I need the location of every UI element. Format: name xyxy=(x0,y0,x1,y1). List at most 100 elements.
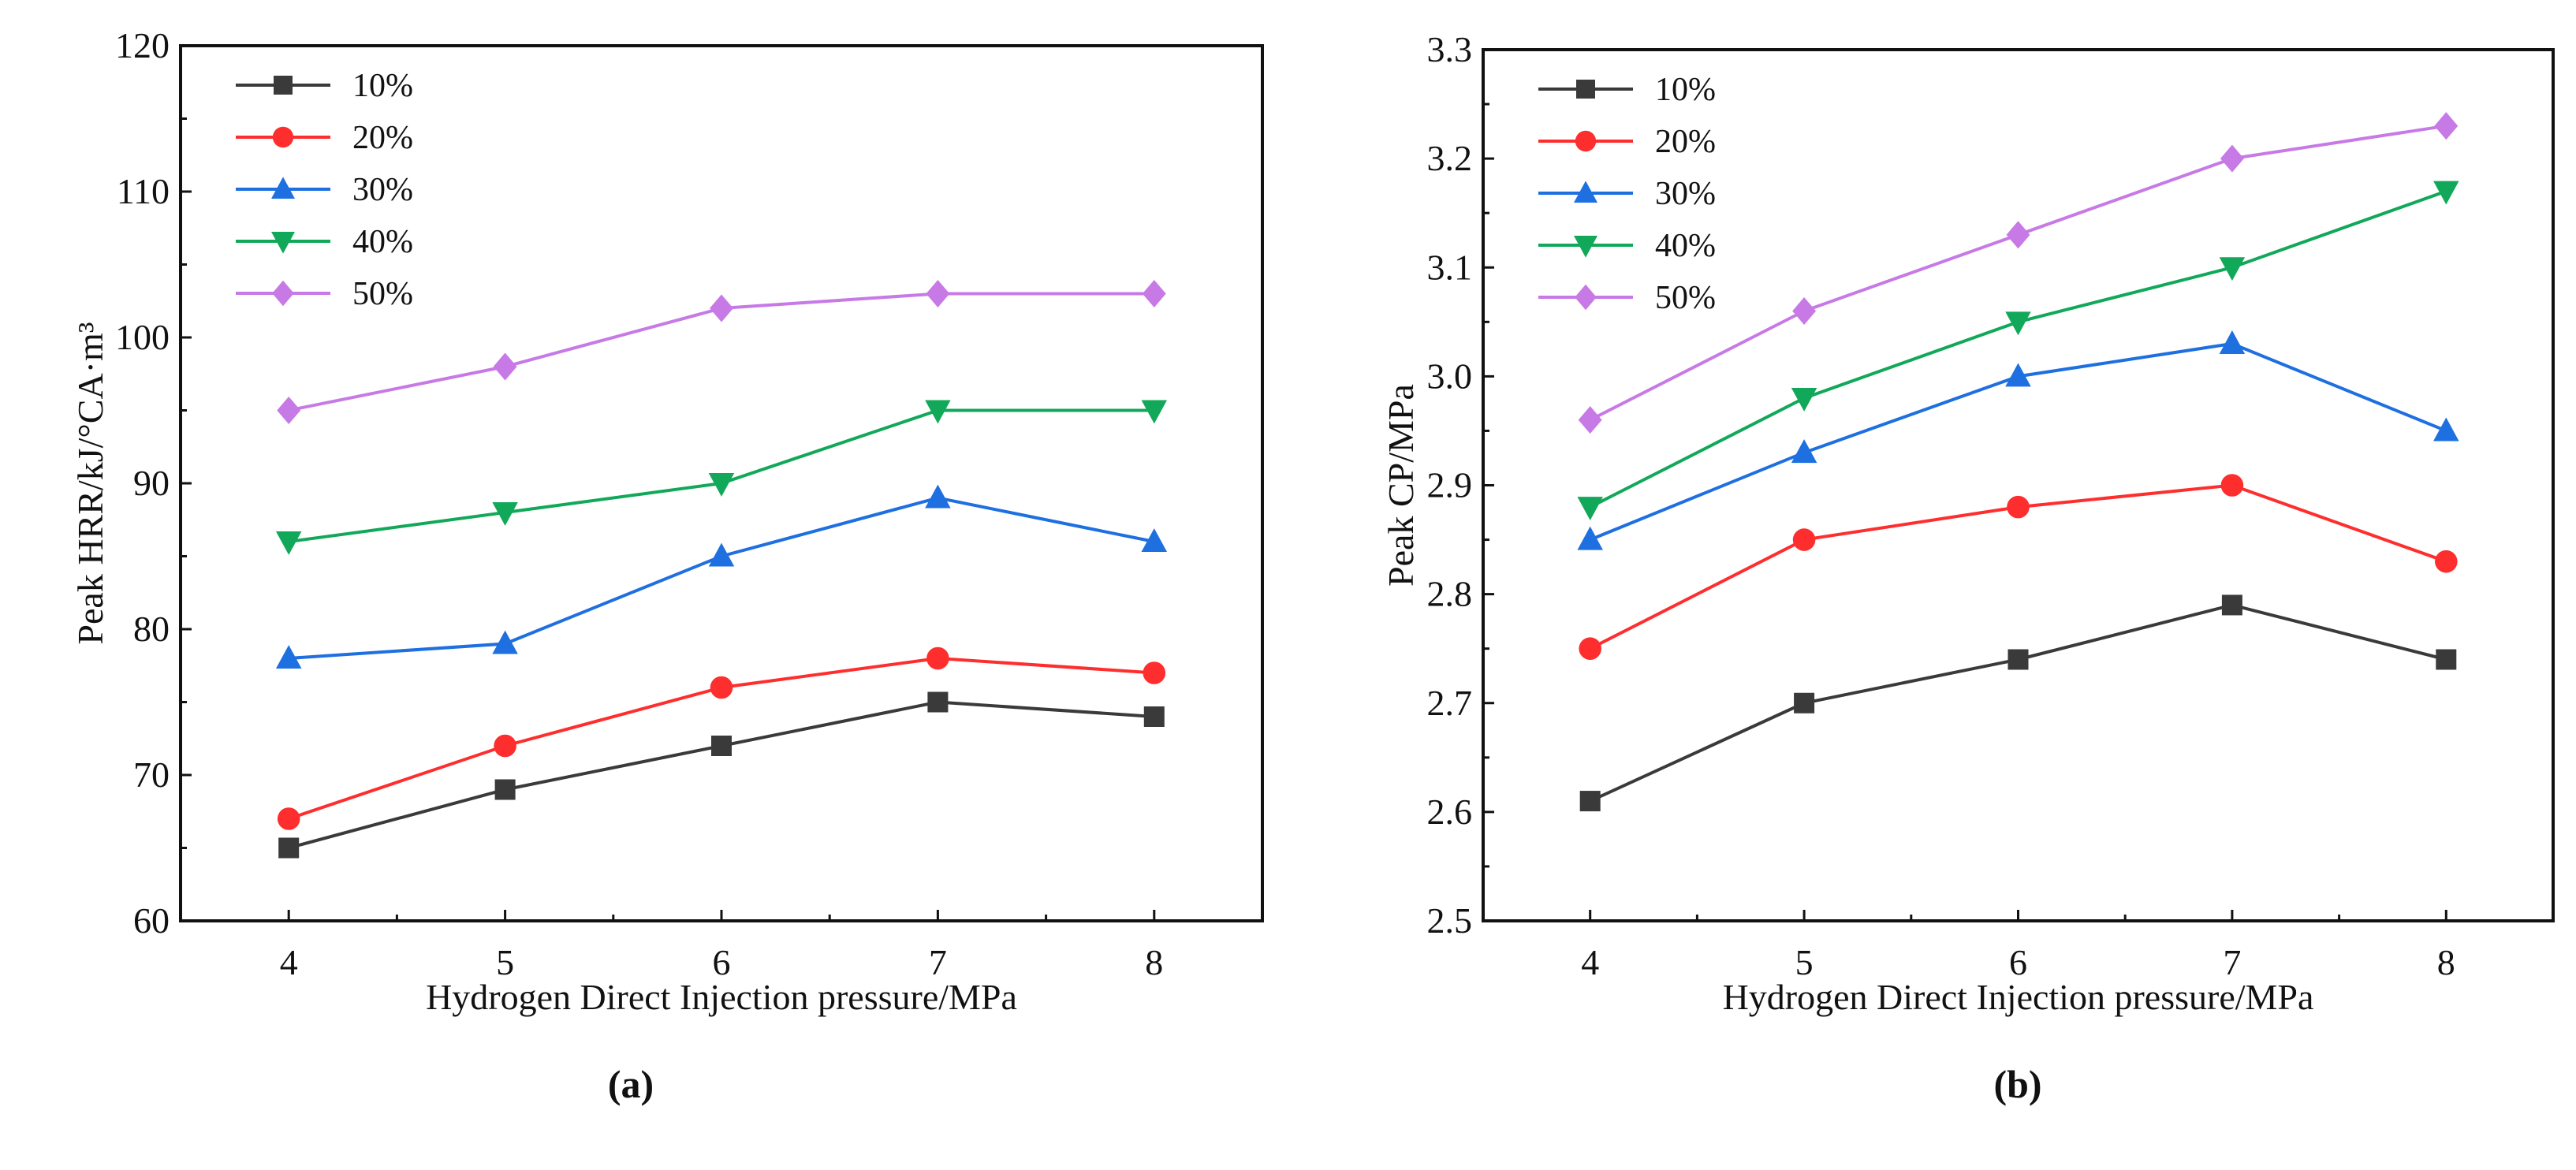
legend-item: 30% xyxy=(1538,176,1716,212)
y-tick-label: 2.8 xyxy=(1427,574,1473,614)
data-point xyxy=(2005,311,2031,336)
data-point xyxy=(925,400,951,424)
legend-marker xyxy=(1574,181,1597,203)
data-point xyxy=(2220,474,2244,497)
y-tick-label: 2.6 xyxy=(1427,792,1473,832)
series-30% xyxy=(1577,330,2459,550)
legend-item: 20% xyxy=(1538,124,1716,160)
series-20% xyxy=(1579,474,2458,660)
y-tick-label: 3.1 xyxy=(1427,247,1473,287)
y-tick-label: 3.2 xyxy=(1427,138,1473,178)
data-point xyxy=(926,279,950,308)
legend-item: 40% xyxy=(1538,228,1716,264)
y-tick-label: 2.7 xyxy=(1427,683,1473,723)
data-point xyxy=(1791,439,1817,464)
data-point xyxy=(494,779,516,800)
series-line xyxy=(289,496,1155,660)
data-point xyxy=(711,736,732,756)
data-point xyxy=(1579,637,1601,660)
data-point xyxy=(2005,363,2031,387)
data-point xyxy=(2436,649,2457,670)
data-point xyxy=(1143,706,1165,727)
data-point xyxy=(2433,417,2459,442)
data-point xyxy=(2221,594,2242,616)
series-10% xyxy=(278,691,1165,859)
y-tick-label: 3.0 xyxy=(1427,356,1473,396)
legend-marker xyxy=(271,232,295,254)
data-point xyxy=(275,531,302,555)
data-point xyxy=(1577,497,1603,521)
y-tick-label: 110 xyxy=(117,171,170,211)
legend-label: 10% xyxy=(1655,72,1716,108)
legend-label: 20% xyxy=(352,120,413,156)
data-point xyxy=(277,396,301,425)
x-tick-label: 7 xyxy=(2223,942,2241,982)
legend-marker xyxy=(272,126,294,148)
x-tick-label: 8 xyxy=(2437,942,2455,982)
legend-label: 20% xyxy=(1655,124,1716,160)
data-point xyxy=(926,646,949,670)
legend-label: 30% xyxy=(352,172,413,208)
data-point xyxy=(278,837,300,859)
data-point xyxy=(2434,112,2459,140)
legend-marker xyxy=(272,280,294,307)
plot-frame xyxy=(1482,48,2555,922)
y-tick-label: 2.9 xyxy=(1427,465,1473,505)
series-40% xyxy=(275,400,1168,555)
series-50% xyxy=(1578,112,2459,434)
x-tick-label: 6 xyxy=(2009,942,2027,982)
legend-label: 40% xyxy=(352,224,413,260)
chart-a: 60 70 80 90 100 110 120 4 5 6 7 8 Hydrogen Direct In… xyxy=(70,25,1264,1106)
data-point xyxy=(1577,526,1603,550)
data-point xyxy=(1792,296,1817,326)
y-tick-label: 100 xyxy=(115,317,170,357)
data-point xyxy=(1143,661,1166,684)
x-tick-label: 7 xyxy=(929,942,947,982)
series-40% xyxy=(1577,181,2459,521)
x-tick-label: 4 xyxy=(280,942,298,982)
y-axis-title: Peak HRR/kJ/°CA·m³ xyxy=(70,322,110,644)
y-tick-label: 60 xyxy=(133,900,170,941)
y-tick-label: 3.3 xyxy=(1427,29,1473,69)
legend-label: 10% xyxy=(352,68,413,104)
data-point xyxy=(2007,649,2029,670)
legend-marker xyxy=(1575,284,1597,311)
x-axis-title: Hydrogen Direct Injection pressure/MPa xyxy=(1723,977,2314,1017)
data-point xyxy=(1142,279,1166,308)
data-point xyxy=(2435,550,2458,573)
chart-b: 2.5 2.6 2.7 2.8 2.9 3.0 3.1 3.2 3.3 4 5 6 7 8 Hydrogen… xyxy=(1381,29,2555,1106)
legend-item: 10% xyxy=(236,68,413,104)
data-point xyxy=(1579,791,1601,812)
data-point xyxy=(1792,528,1816,551)
legend-label: 30% xyxy=(1655,176,1716,212)
data-point xyxy=(492,502,518,526)
data-point xyxy=(275,645,302,669)
y-tick-label: 70 xyxy=(133,755,170,795)
data-point xyxy=(925,484,951,509)
y-tick-label: 90 xyxy=(133,463,170,503)
data-point xyxy=(2220,144,2244,173)
x-tick-label: 6 xyxy=(713,942,731,982)
data-point xyxy=(927,691,949,713)
legend-item: 10% xyxy=(1538,72,1716,108)
y-tick-label: 80 xyxy=(133,609,170,649)
data-point xyxy=(277,807,300,830)
x-axis-title: Hydrogen Direct Injection pressure/MPa xyxy=(426,977,1017,1017)
legend-item: 30% xyxy=(236,172,413,208)
data-point xyxy=(493,352,517,381)
series-30% xyxy=(275,484,1168,669)
legend-item: 50% xyxy=(236,276,413,312)
data-point xyxy=(708,473,735,497)
y-tick-label: 120 xyxy=(115,25,170,65)
x-tick-label: 5 xyxy=(496,942,514,982)
legend-marker xyxy=(1574,236,1597,258)
panel-caption: (a) xyxy=(608,1062,654,1106)
series-50% xyxy=(277,279,1166,425)
data-point xyxy=(1794,692,1815,714)
legend-marker xyxy=(1575,130,1597,152)
data-point xyxy=(708,542,735,567)
legend-item: 20% xyxy=(236,120,413,156)
legend-label: 40% xyxy=(1655,228,1716,264)
x-tick-label: 4 xyxy=(1581,942,1599,982)
